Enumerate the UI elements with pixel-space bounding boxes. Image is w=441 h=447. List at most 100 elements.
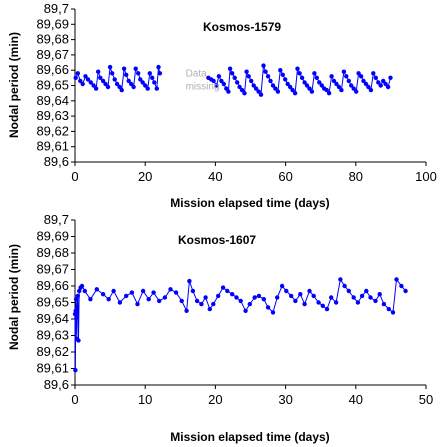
- x-tick-label: 50: [419, 392, 433, 407]
- data-point: [145, 86, 150, 91]
- data-point: [268, 78, 273, 84]
- data-point: [211, 301, 216, 307]
- data-point: [373, 75, 378, 81]
- data-point: [256, 293, 262, 299]
- data-point: [386, 306, 391, 312]
- data-point: [106, 297, 111, 302]
- x-tick-label: 10: [138, 392, 152, 407]
- data-point: [98, 75, 103, 81]
- data-point: [326, 91, 332, 96]
- data-point: [280, 72, 285, 78]
- data-point: [311, 293, 316, 299]
- data-point: [381, 78, 386, 84]
- data-point: [292, 91, 298, 96]
- data-point: [94, 287, 100, 292]
- data-point: [135, 301, 140, 307]
- y-tick-label: 89,6: [44, 154, 69, 169]
- data-point: [275, 295, 280, 300]
- data-point: [316, 300, 321, 305]
- data-point: [173, 290, 179, 295]
- data-point: [339, 87, 344, 93]
- data-point: [364, 288, 369, 294]
- data-point: [157, 71, 163, 76]
- data-point: [324, 306, 330, 312]
- data-point: [349, 83, 354, 88]
- data-point: [368, 295, 373, 300]
- x-tick-label: 20: [138, 169, 152, 184]
- y-tick-label: 89,66: [36, 278, 69, 293]
- data-point: [221, 81, 226, 87]
- data-point: [154, 86, 159, 91]
- data-point: [317, 80, 322, 85]
- data-point: [373, 298, 378, 304]
- y-tick-label: 89,6: [44, 377, 69, 392]
- x-tick-label: 40: [208, 169, 222, 184]
- chart-kosmos-1607: Kosmos-1607 Nodal period (min) Mission e…: [7, 212, 433, 444]
- data-point: [297, 71, 302, 76]
- data-point: [243, 308, 248, 313]
- y-tick-label: 89,67: [36, 47, 69, 62]
- data-point: [293, 298, 298, 304]
- data-point: [129, 290, 135, 295]
- data-point: [307, 86, 312, 91]
- data-point: [162, 295, 168, 300]
- data-point: [73, 75, 78, 81]
- y-tick-label: 89,61: [36, 139, 69, 154]
- data-point: [143, 83, 148, 88]
- data-point: [147, 71, 152, 76]
- chart-title: Kosmos-1579: [203, 20, 281, 34]
- data-point: [239, 87, 245, 93]
- chart-title: Kosmos-1607: [178, 233, 256, 247]
- data-point: [190, 288, 196, 294]
- data-point: [156, 64, 161, 70]
- y-tick-label: 89,67: [36, 262, 69, 277]
- data-point: [378, 83, 383, 88]
- data-point: [88, 80, 94, 85]
- data-point: [214, 83, 219, 88]
- data-point: [346, 288, 351, 294]
- data-point: [124, 72, 129, 78]
- x-tick-label: 20: [208, 392, 222, 407]
- data-point: [319, 83, 324, 88]
- y-tick-label: 89,65: [36, 78, 69, 93]
- data-point: [187, 278, 192, 284]
- data-point: [207, 306, 212, 312]
- x-tick-label: 100: [415, 169, 437, 184]
- data-point: [110, 71, 115, 76]
- data-point: [284, 288, 289, 294]
- y-tick-label: 89,7: [44, 212, 69, 227]
- data-point: [129, 81, 134, 87]
- data-point: [251, 83, 256, 88]
- data-point: [247, 301, 252, 307]
- data-point: [363, 81, 369, 87]
- data-point: [354, 89, 359, 94]
- data-point: [376, 80, 381, 85]
- data-point: [131, 84, 136, 90]
- data-point: [307, 288, 312, 294]
- data-point: [256, 89, 261, 94]
- y-tick-label: 89,66: [36, 62, 69, 77]
- data-point: [140, 288, 146, 294]
- data-point: [371, 71, 376, 76]
- data-point: [74, 315, 79, 320]
- data-point: [117, 300, 123, 305]
- annotation-text: missing: [186, 81, 220, 92]
- series-line: [74, 278, 406, 371]
- data-point: [270, 83, 276, 88]
- data-point: [329, 295, 334, 300]
- data-point: [312, 71, 317, 76]
- data-point: [199, 301, 204, 307]
- y-tick-label: 89,64: [36, 93, 69, 108]
- data-point: [136, 71, 141, 76]
- data-point: [278, 68, 283, 73]
- data-point: [91, 83, 96, 88]
- data-point: [117, 84, 122, 90]
- data-point: [83, 74, 88, 79]
- x-tick-label: 0: [71, 169, 78, 184]
- data-point: [73, 308, 78, 313]
- data-point: [344, 74, 349, 79]
- data-point: [73, 368, 78, 373]
- y-axis-title: Nodal period (min): [7, 244, 21, 350]
- data-point: [96, 69, 101, 74]
- data-point: [338, 277, 343, 282]
